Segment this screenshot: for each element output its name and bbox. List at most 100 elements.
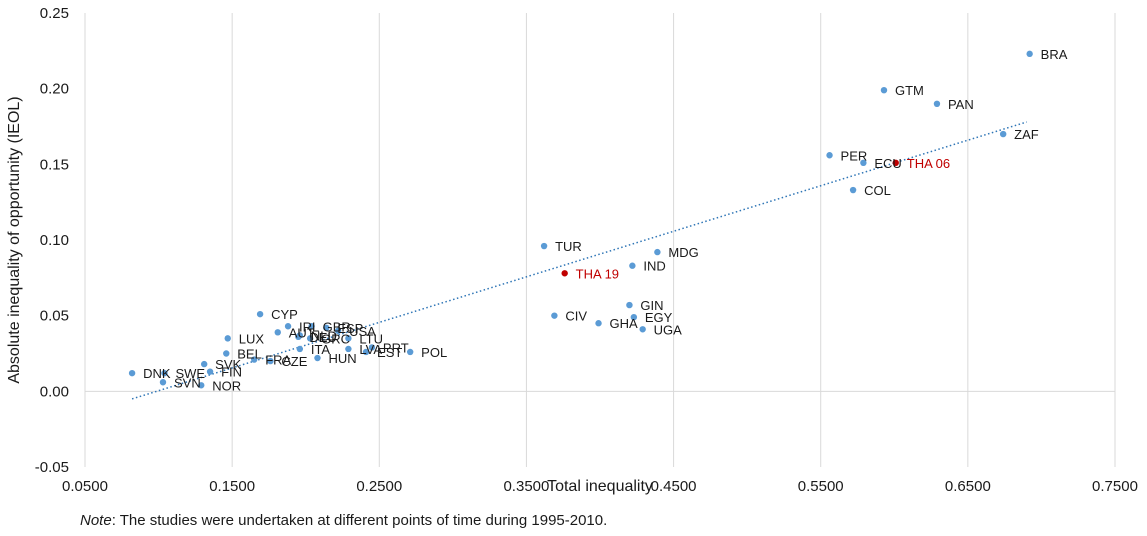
y-tick-label: 0.20: [40, 81, 69, 98]
y-tick-label: 0.25: [40, 5, 69, 22]
x-tick-label: 0.6500: [945, 478, 991, 495]
point-tha-19: [561, 270, 568, 277]
x-tick-label: 0.3500: [503, 478, 549, 495]
x-tick-label: 0.7500: [1092, 478, 1138, 495]
label-gin: GIN: [640, 298, 663, 313]
point-ind: [629, 262, 636, 269]
point-swe: [161, 369, 168, 377]
point-bel: [223, 350, 230, 357]
label-civ: CIV: [565, 309, 587, 324]
point-ecu: [860, 159, 867, 167]
label-per: PER: [841, 148, 868, 163]
label-svk: SVK: [215, 357, 241, 372]
label-usa: USA: [349, 324, 376, 339]
label-pan: PAN: [948, 97, 974, 112]
trendline: [131, 121, 1027, 400]
point-cze: [267, 357, 274, 365]
y-tick-label: 0.15: [40, 156, 69, 173]
label-cyp: CYP: [271, 307, 298, 322]
y-tick-label: 0.10: [40, 232, 69, 249]
label-zaf: ZAF: [1014, 127, 1039, 142]
y-tick-label: 0.05: [40, 308, 69, 325]
point-hun: [314, 354, 321, 362]
x-axis-title: Total inequality: [547, 478, 653, 495]
label-hun: HUN: [328, 351, 356, 366]
y-axis-title: Absolute inequality of opportunity (IEOL…: [6, 96, 23, 383]
point-col: [849, 186, 857, 194]
point-ltu: [345, 335, 352, 342]
point-cyp: [256, 310, 264, 318]
label-fra: FRA: [265, 353, 291, 368]
point-bra: [1026, 50, 1033, 58]
label-tha-06: THA 06: [907, 156, 950, 171]
data-points: [128, 50, 1033, 389]
point-nor: [198, 382, 205, 389]
point-lva: [345, 345, 352, 353]
label-lux: LUX: [239, 331, 265, 346]
label-prt: PRT: [383, 340, 409, 355]
point-aut: [274, 329, 281, 336]
label-est: EST: [377, 345, 402, 360]
point-gbr: [308, 323, 315, 330]
label-gha: GHA: [610, 316, 639, 331]
point-irl: [284, 323, 292, 330]
point-ita: [296, 345, 304, 353]
y-tick-label: 0.00: [40, 383, 69, 400]
label-mdg: MDG: [668, 245, 698, 260]
point-usa: [334, 327, 342, 334]
label-bel: BEL: [237, 347, 262, 362]
label-grc: GRC: [321, 331, 350, 346]
point-uga: [639, 326, 646, 333]
point-dnk: [128, 369, 136, 377]
y-tick-labels: -0.05 0.00 0.05 0.10 0.15 0.20 0.25: [35, 5, 69, 476]
label-svn: SVN: [174, 375, 201, 390]
y-tick-label: -0.05: [35, 459, 69, 476]
label-gtm: GTM: [895, 83, 924, 98]
label-ita: ITA: [311, 342, 331, 357]
gridlines: [84, 13, 1116, 467]
label-ind: IND: [643, 259, 665, 274]
label-lva: LVA: [359, 342, 382, 357]
label-bra: BRA: [1041, 47, 1068, 62]
x-tick-label: 0.1500: [209, 478, 255, 495]
x-tick-label: 0.4500: [651, 478, 697, 495]
label-tha-19: THA 19: [576, 266, 619, 281]
point-tha-06: [892, 159, 899, 167]
x-tick-label: 0.5500: [798, 478, 844, 495]
point-deu: [295, 333, 302, 341]
x-tick-labels: 0.0500 0.1500 0.2500 0.3500 0.4500 0.5500 0.65…: [62, 478, 1138, 495]
point-gtm: [880, 86, 888, 94]
point-est: [362, 348, 370, 356]
label-fin: FIN: [221, 365, 242, 380]
point-grc: [306, 335, 314, 342]
point-pol: [406, 348, 414, 356]
label-ltu: LTU: [359, 331, 383, 346]
point-mdg: [654, 248, 661, 256]
point-tur: [540, 242, 548, 250]
label-col: COL: [864, 183, 891, 198]
label-esp: ESP: [337, 321, 363, 336]
point-esp: [323, 324, 330, 331]
label-ecu: ECU: [874, 156, 901, 171]
point-svk: [200, 360, 208, 368]
point-gha: [595, 320, 602, 327]
point-lux: [224, 335, 231, 342]
x-tick-label: 0.2500: [356, 478, 402, 495]
footnote: Note: The studies were undertaken at dif…: [80, 512, 607, 529]
footnote-text: : The studies were undertaken at differe…: [111, 512, 608, 529]
point-zaf: [999, 130, 1007, 138]
point-prt: [368, 344, 376, 351]
point-per: [826, 152, 833, 159]
label-gbr: GBR: [323, 319, 351, 334]
label-cze: CZE: [281, 354, 307, 369]
point-fra: [251, 356, 258, 363]
point-civ: [551, 312, 558, 319]
label-egy: EGY: [645, 310, 673, 325]
plot-area: [85, 13, 1115, 467]
label-irl: IRL: [299, 319, 319, 334]
point-egy: [630, 313, 638, 321]
trendline-group: [131, 121, 1027, 400]
point-pan: [933, 100, 941, 108]
label-dnk: DNK: [143, 366, 171, 381]
